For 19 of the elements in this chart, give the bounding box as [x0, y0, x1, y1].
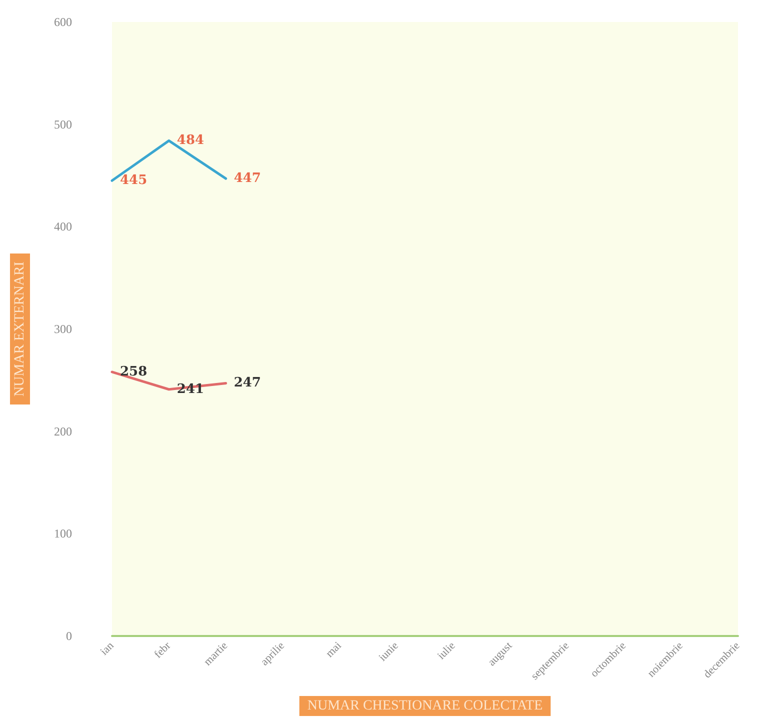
data-label: 445	[120, 173, 148, 188]
x-tick-label: mai	[324, 640, 344, 660]
x-tick-label: iulie	[435, 640, 458, 662]
y-tick-label: 600	[54, 15, 72, 29]
data-label: 258	[120, 364, 148, 380]
y-tick-label: 100	[54, 526, 72, 541]
x-tick-label: iunie	[376, 640, 401, 664]
data-label: 484	[176, 133, 204, 148]
x-tick-label: ian	[98, 639, 117, 658]
y-tick-label: 400	[54, 220, 72, 234]
data-label: 247	[234, 376, 261, 391]
data-label: 447	[234, 171, 261, 186]
y-tick-label: 300	[54, 322, 72, 336]
y-tick-label: 200	[54, 424, 72, 438]
y-axis-title: NUMAR EXTERNARI	[12, 261, 28, 396]
x-axis-title: NUMAR CHESTIONARE COLECTATE	[307, 698, 543, 714]
y-tick-label: 0	[66, 629, 72, 643]
x-tick-label: febr	[152, 640, 174, 661]
y-tick-label: 500	[54, 117, 72, 132]
